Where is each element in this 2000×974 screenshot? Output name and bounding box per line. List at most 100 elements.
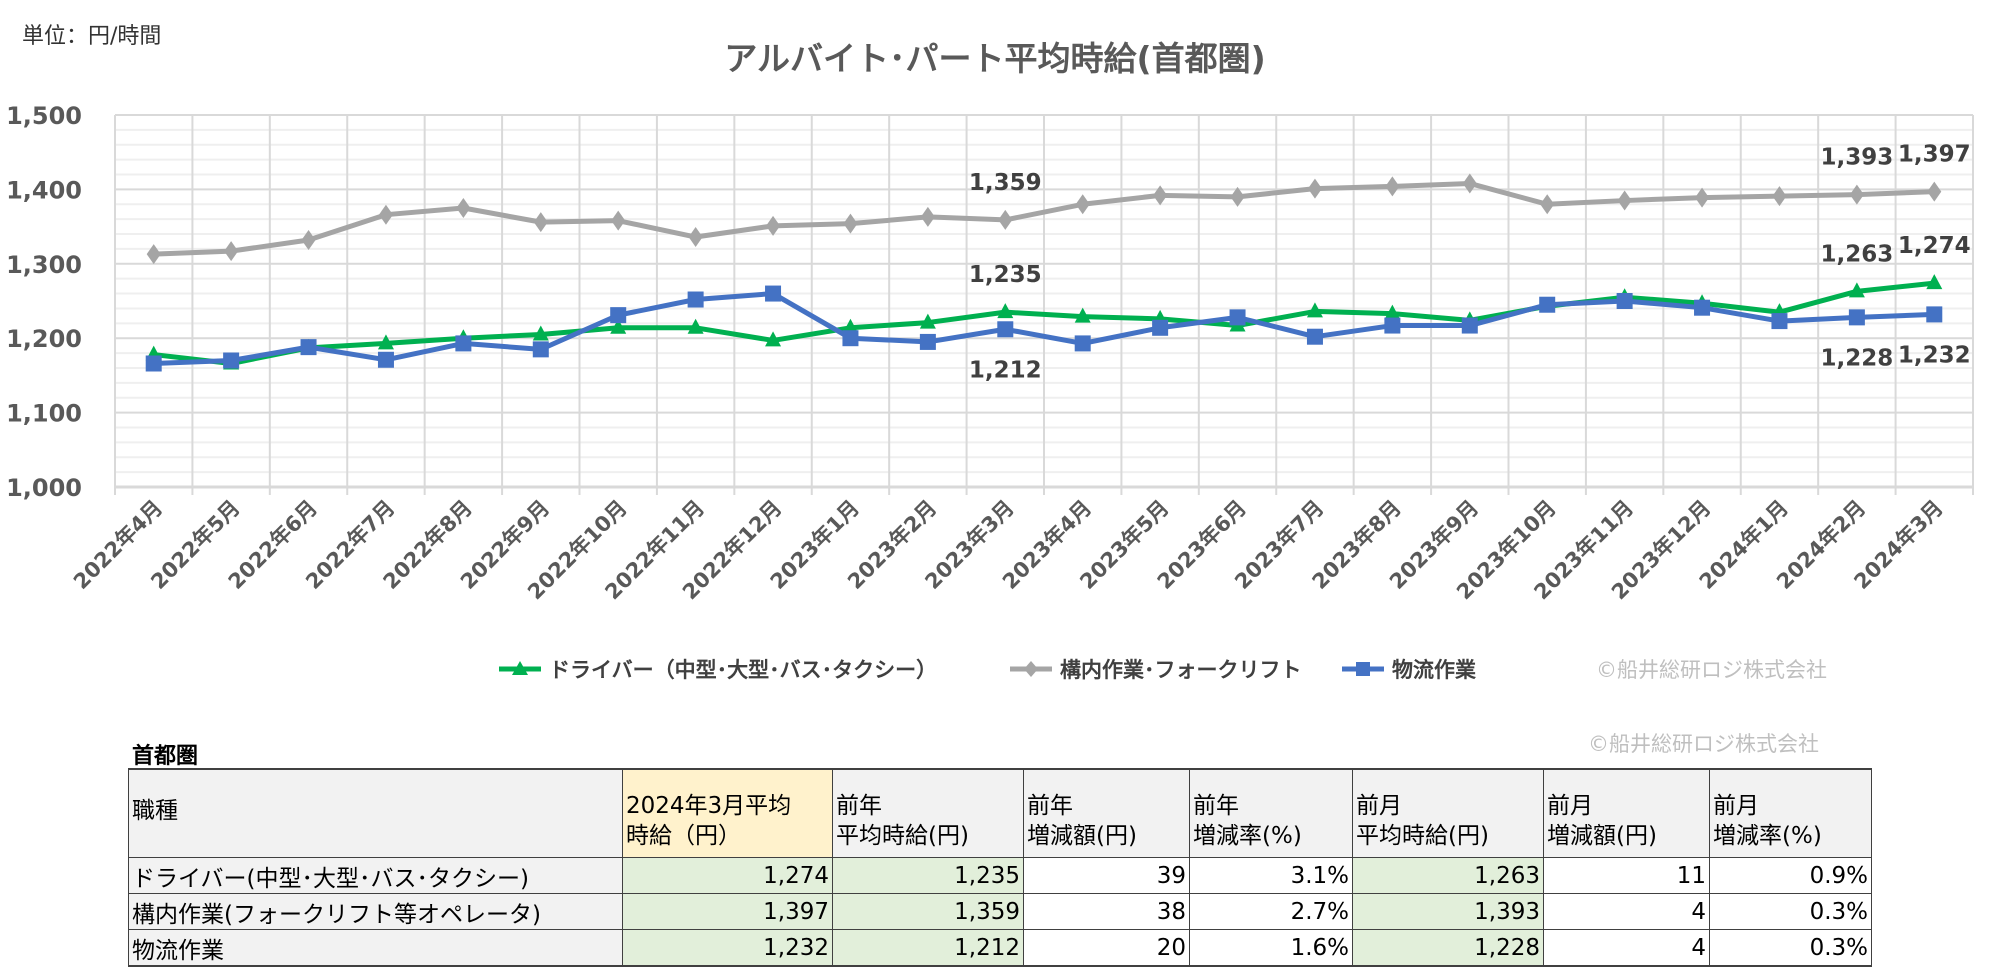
data-point-square	[1074, 335, 1091, 352]
data-label: 1,212	[969, 357, 1042, 383]
header-line: 増減額(円)	[1027, 823, 1137, 849]
data-label: 1,397	[1898, 142, 1971, 168]
square-marker-icon	[1342, 662, 1384, 676]
data-label: 1,263	[1820, 241, 1893, 267]
data-label: 1,359	[969, 170, 1042, 196]
data-point-diamond	[998, 209, 1013, 230]
header-job-type: 職種	[128, 768, 623, 858]
data-point-triangle	[532, 325, 549, 341]
cell-value: 39	[1023, 857, 1190, 894]
data-label: 1,228	[1820, 345, 1893, 371]
triangle-marker-icon	[499, 661, 541, 675]
data-point-diamond	[301, 229, 316, 250]
cell-value: 1,235	[832, 857, 1024, 894]
header-line: 増減率(%)	[1193, 823, 1302, 849]
cell-value: 4	[1543, 893, 1710, 930]
cell-value: 1.6%	[1189, 929, 1353, 967]
data-point-square	[1152, 319, 1169, 336]
data-point-triangle	[1306, 302, 1323, 318]
data-point-diamond	[1695, 187, 1710, 208]
data-point-diamond	[1849, 184, 1864, 205]
series-line	[153, 291, 1935, 366]
cell-value: 1,212	[832, 929, 1024, 967]
header-line: 前年	[1027, 793, 1073, 819]
data-point-square	[532, 341, 549, 358]
data-point-triangle	[1848, 282, 1865, 298]
cell-value: 4	[1543, 929, 1710, 967]
diamond-marker-icon	[1010, 661, 1052, 677]
data-point-square	[687, 291, 704, 308]
table-row: 構内作業(フォークリフト等オペレータ) 1,397 1,359 38 2.7% …	[128, 893, 1872, 930]
data-point-diamond	[1462, 173, 1477, 194]
y-tick-label: 1,000	[6, 474, 82, 502]
cell-value: 0.9%	[1709, 857, 1872, 894]
header-line: 前月	[1356, 793, 1402, 819]
y-tick-label: 1,300	[6, 251, 82, 279]
legend-label: 物流作業	[1392, 658, 1476, 682]
table-row: ドライバー(中型･大型･バス･タクシー) 1,274 1,235 39 3.1%…	[128, 857, 1872, 894]
data-point-triangle	[1384, 304, 1401, 320]
cell-value: 1,393	[1352, 893, 1544, 930]
data-point-triangle	[765, 331, 782, 347]
data-point-diamond	[843, 213, 858, 234]
header-line: 前月	[1713, 793, 1759, 819]
data-point-diamond	[920, 206, 935, 227]
data-point-square	[1384, 317, 1401, 334]
data-point-triangle	[997, 303, 1014, 319]
data-point-square	[765, 285, 782, 302]
cell-value: 1,228	[1352, 929, 1544, 967]
data-point-square	[1616, 293, 1633, 309]
header-prev-month-wage: 前月 平均時給(円)	[1352, 768, 1544, 858]
data-point-triangle	[687, 318, 704, 334]
cell-job: 物流作業	[128, 929, 623, 967]
header-prev-year-diff: 前年増減額(円)	[1023, 768, 1190, 858]
cell-value: 2.7%	[1189, 893, 1353, 930]
data-point-diamond	[611, 210, 626, 231]
y-tick-label: 1,100	[6, 400, 82, 428]
header-line: 2024年3月平均	[626, 793, 792, 819]
cell-value: 1,263	[1352, 857, 1544, 894]
table-row: 物流作業 1,232 1,212 20 1.6% 1,228 4 0.3%	[128, 929, 1872, 967]
wage-table: 職種 2024年3月平均 時給（円） 前年 平均時給(円) 前年 増減額(円) 前年増…	[128, 768, 1872, 967]
data-point-square	[1306, 328, 1323, 345]
data-point-diamond	[1307, 178, 1322, 199]
series-line	[153, 280, 1935, 366]
data-point-diamond	[1772, 186, 1787, 207]
data-point-triangle	[1926, 274, 1943, 290]
data-point-square	[997, 321, 1014, 338]
table-copyright: ©船井総研ロジ株式会社	[1588, 732, 1819, 756]
data-point-diamond	[456, 198, 471, 218]
data-point-diamond	[1617, 190, 1632, 211]
data-point-square	[842, 330, 859, 347]
header-line: 増減額(円)	[1547, 823, 1657, 849]
data-point-triangle	[1074, 307, 1091, 323]
header-prev-month-diff: 前月 増減額(円)	[1543, 768, 1710, 858]
cell-value: 3.1%	[1189, 857, 1353, 894]
cell-value: 1,397	[622, 893, 833, 930]
data-point-diamond	[1385, 176, 1400, 197]
data-point-diamond	[1153, 185, 1168, 206]
data-point-square	[1848, 309, 1865, 326]
data-point-square	[1926, 306, 1943, 323]
cell-job: ドライバー(中型･大型･バス･タクシー)	[128, 857, 623, 894]
data-point-diamond	[1540, 194, 1555, 215]
data-point-triangle	[377, 334, 394, 350]
data-label: 1,235	[969, 262, 1042, 288]
series-line	[153, 180, 1935, 257]
cell-value: 1,232	[622, 929, 833, 967]
data-point-diamond	[766, 215, 781, 236]
header-line: 前年	[836, 793, 882, 819]
y-tick-label: 1,200	[6, 325, 82, 353]
legend-label: 構内作業･フォークリフト	[1060, 658, 1302, 682]
data-point-square	[223, 352, 240, 369]
data-label: 1,274	[1898, 233, 1971, 259]
cell-value: 0.3%	[1709, 929, 1872, 967]
data-point-diamond	[688, 227, 703, 248]
y-tick-label: 1,500	[6, 102, 82, 130]
unit-label: 単位：円/時間	[22, 24, 162, 49]
legend-item-driver: ドライバー（中型･大型･バス･タクシー）	[497, 654, 937, 684]
cell-value: 20	[1023, 929, 1190, 967]
data-point-square	[145, 355, 162, 372]
data-point-square	[1539, 296, 1556, 313]
y-tick-label: 1,400	[6, 176, 82, 204]
